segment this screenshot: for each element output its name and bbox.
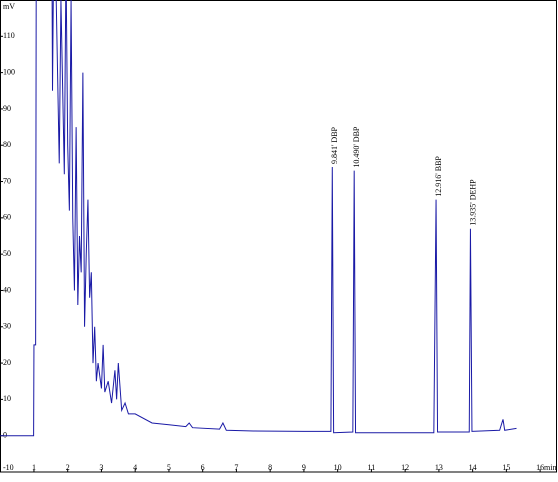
x-tick-label: 9: [302, 463, 306, 472]
plot-frame: [0, 0, 557, 473]
x-tick-label: 15: [502, 463, 510, 472]
signal-line: [0, 0, 517, 437]
x-tick-label: 4: [133, 463, 137, 472]
y-tick-label: 30: [3, 322, 11, 331]
y-tick-label: 60: [3, 213, 11, 222]
x-tick-label: 6: [201, 463, 205, 472]
x-tick-label: 16: [536, 463, 544, 472]
y-tick-label: 20: [3, 358, 11, 367]
y-tick-label: 70: [3, 176, 11, 185]
x-tick-label: 8: [268, 463, 272, 472]
x-tick-label: 1: [32, 463, 36, 472]
y-tick-label: -10: [3, 463, 14, 472]
plot-area: [0, 0, 517, 437]
y-tick-label: 110: [3, 31, 15, 40]
x-tick-label: 10: [334, 463, 342, 472]
x-axis-label: min: [544, 463, 556, 472]
y-tick-label: 80: [3, 140, 11, 149]
x-tick-label: 11: [368, 463, 376, 472]
y-tick-label: 0: [3, 431, 7, 440]
x-tick-label: 13: [435, 463, 443, 472]
peak-label: 10.490' DBP: [352, 126, 361, 168]
peak-label: 12.916' BBP: [434, 156, 443, 197]
peak-label: 9.841' DBP: [330, 126, 339, 164]
y-tick-label: 40: [3, 285, 11, 294]
x-tick-label: 5: [167, 463, 171, 472]
y-tick-label: 10: [3, 394, 11, 403]
x-tick-label: 14: [469, 463, 477, 472]
peak-label: 13.935' DEHP: [468, 179, 477, 226]
x-tick-label: 2: [66, 463, 70, 472]
y-tick-label: 100: [3, 67, 15, 76]
y-tick-label: 90: [3, 104, 11, 113]
y-tick-label: 50: [3, 249, 11, 258]
x-tick-label: 3: [99, 463, 103, 472]
y-axis-label: mV: [3, 2, 15, 11]
x-tick-label: 7: [234, 463, 238, 472]
x-tick-label: 12: [401, 463, 409, 472]
